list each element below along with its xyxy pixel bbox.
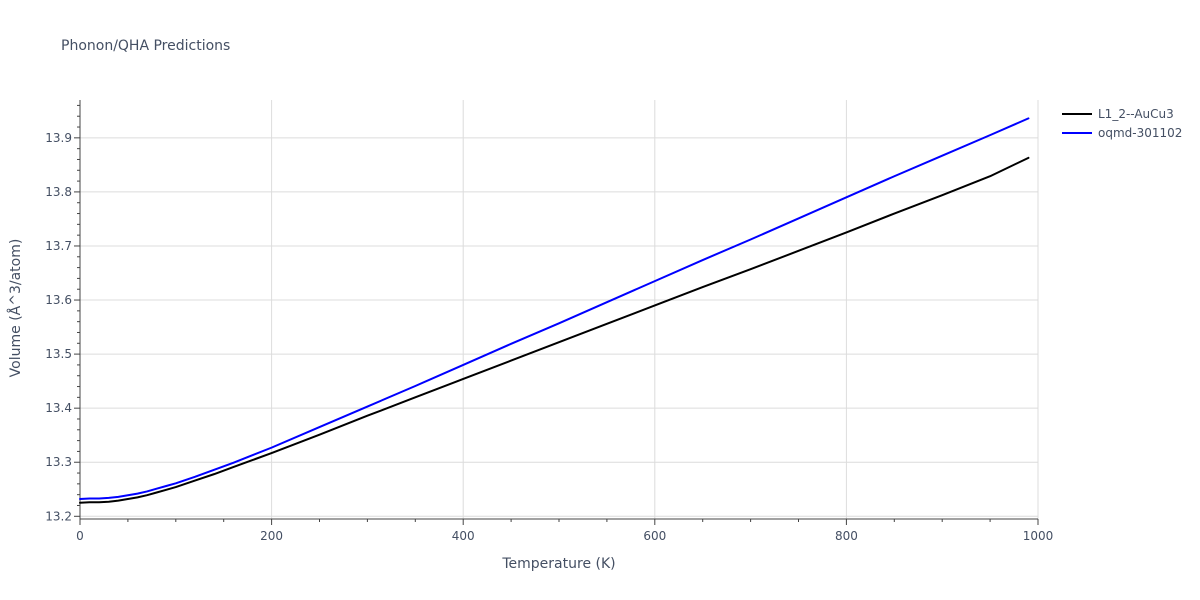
legend-item-1[interactable]: oqmd-301102	[1062, 126, 1182, 140]
y-tick-label: 13.5	[45, 347, 72, 361]
legend-label: oqmd-301102	[1098, 126, 1182, 140]
chart-title: Phonon/QHA Predictions	[61, 38, 230, 54]
y-tick-label: 13.4	[45, 401, 72, 415]
x-tick-label: 600	[643, 529, 666, 543]
y-tick-label: 13.3	[45, 455, 72, 469]
y-tick-label: 13.9	[45, 131, 72, 145]
legend[interactable]: L1_2--AuCu3 oqmd-301102	[1062, 107, 1182, 140]
series-line-0	[79, 156, 1030, 504]
plot-area	[79, 117, 1030, 504]
x-axis-title: Temperature (K)	[501, 556, 615, 572]
x-tick-label: 200	[260, 529, 283, 543]
x-tick-label: 0	[76, 529, 84, 543]
y-tick-label: 13.2	[45, 509, 72, 523]
x-tick-label: 400	[452, 529, 475, 543]
axes: 0 200 400 600 800 1000 13.2 13.3 13.4 13.5 13.6 13.…	[45, 100, 1053, 543]
x-tick-label: 1000	[1023, 529, 1054, 543]
y-tick-label: 13.8	[45, 185, 72, 199]
series-line-1	[79, 117, 1030, 500]
y-tick-label: 13.7	[45, 239, 72, 253]
legend-label: L1_2--AuCu3	[1098, 107, 1174, 121]
y-axis-title: Volume (Å^3/atom)	[7, 239, 24, 378]
x-tick-label: 800	[835, 529, 858, 543]
y-tick-label: 13.6	[45, 293, 72, 307]
grid	[80, 100, 1039, 519]
legend-item-0[interactable]: L1_2--AuCu3	[1062, 107, 1174, 121]
